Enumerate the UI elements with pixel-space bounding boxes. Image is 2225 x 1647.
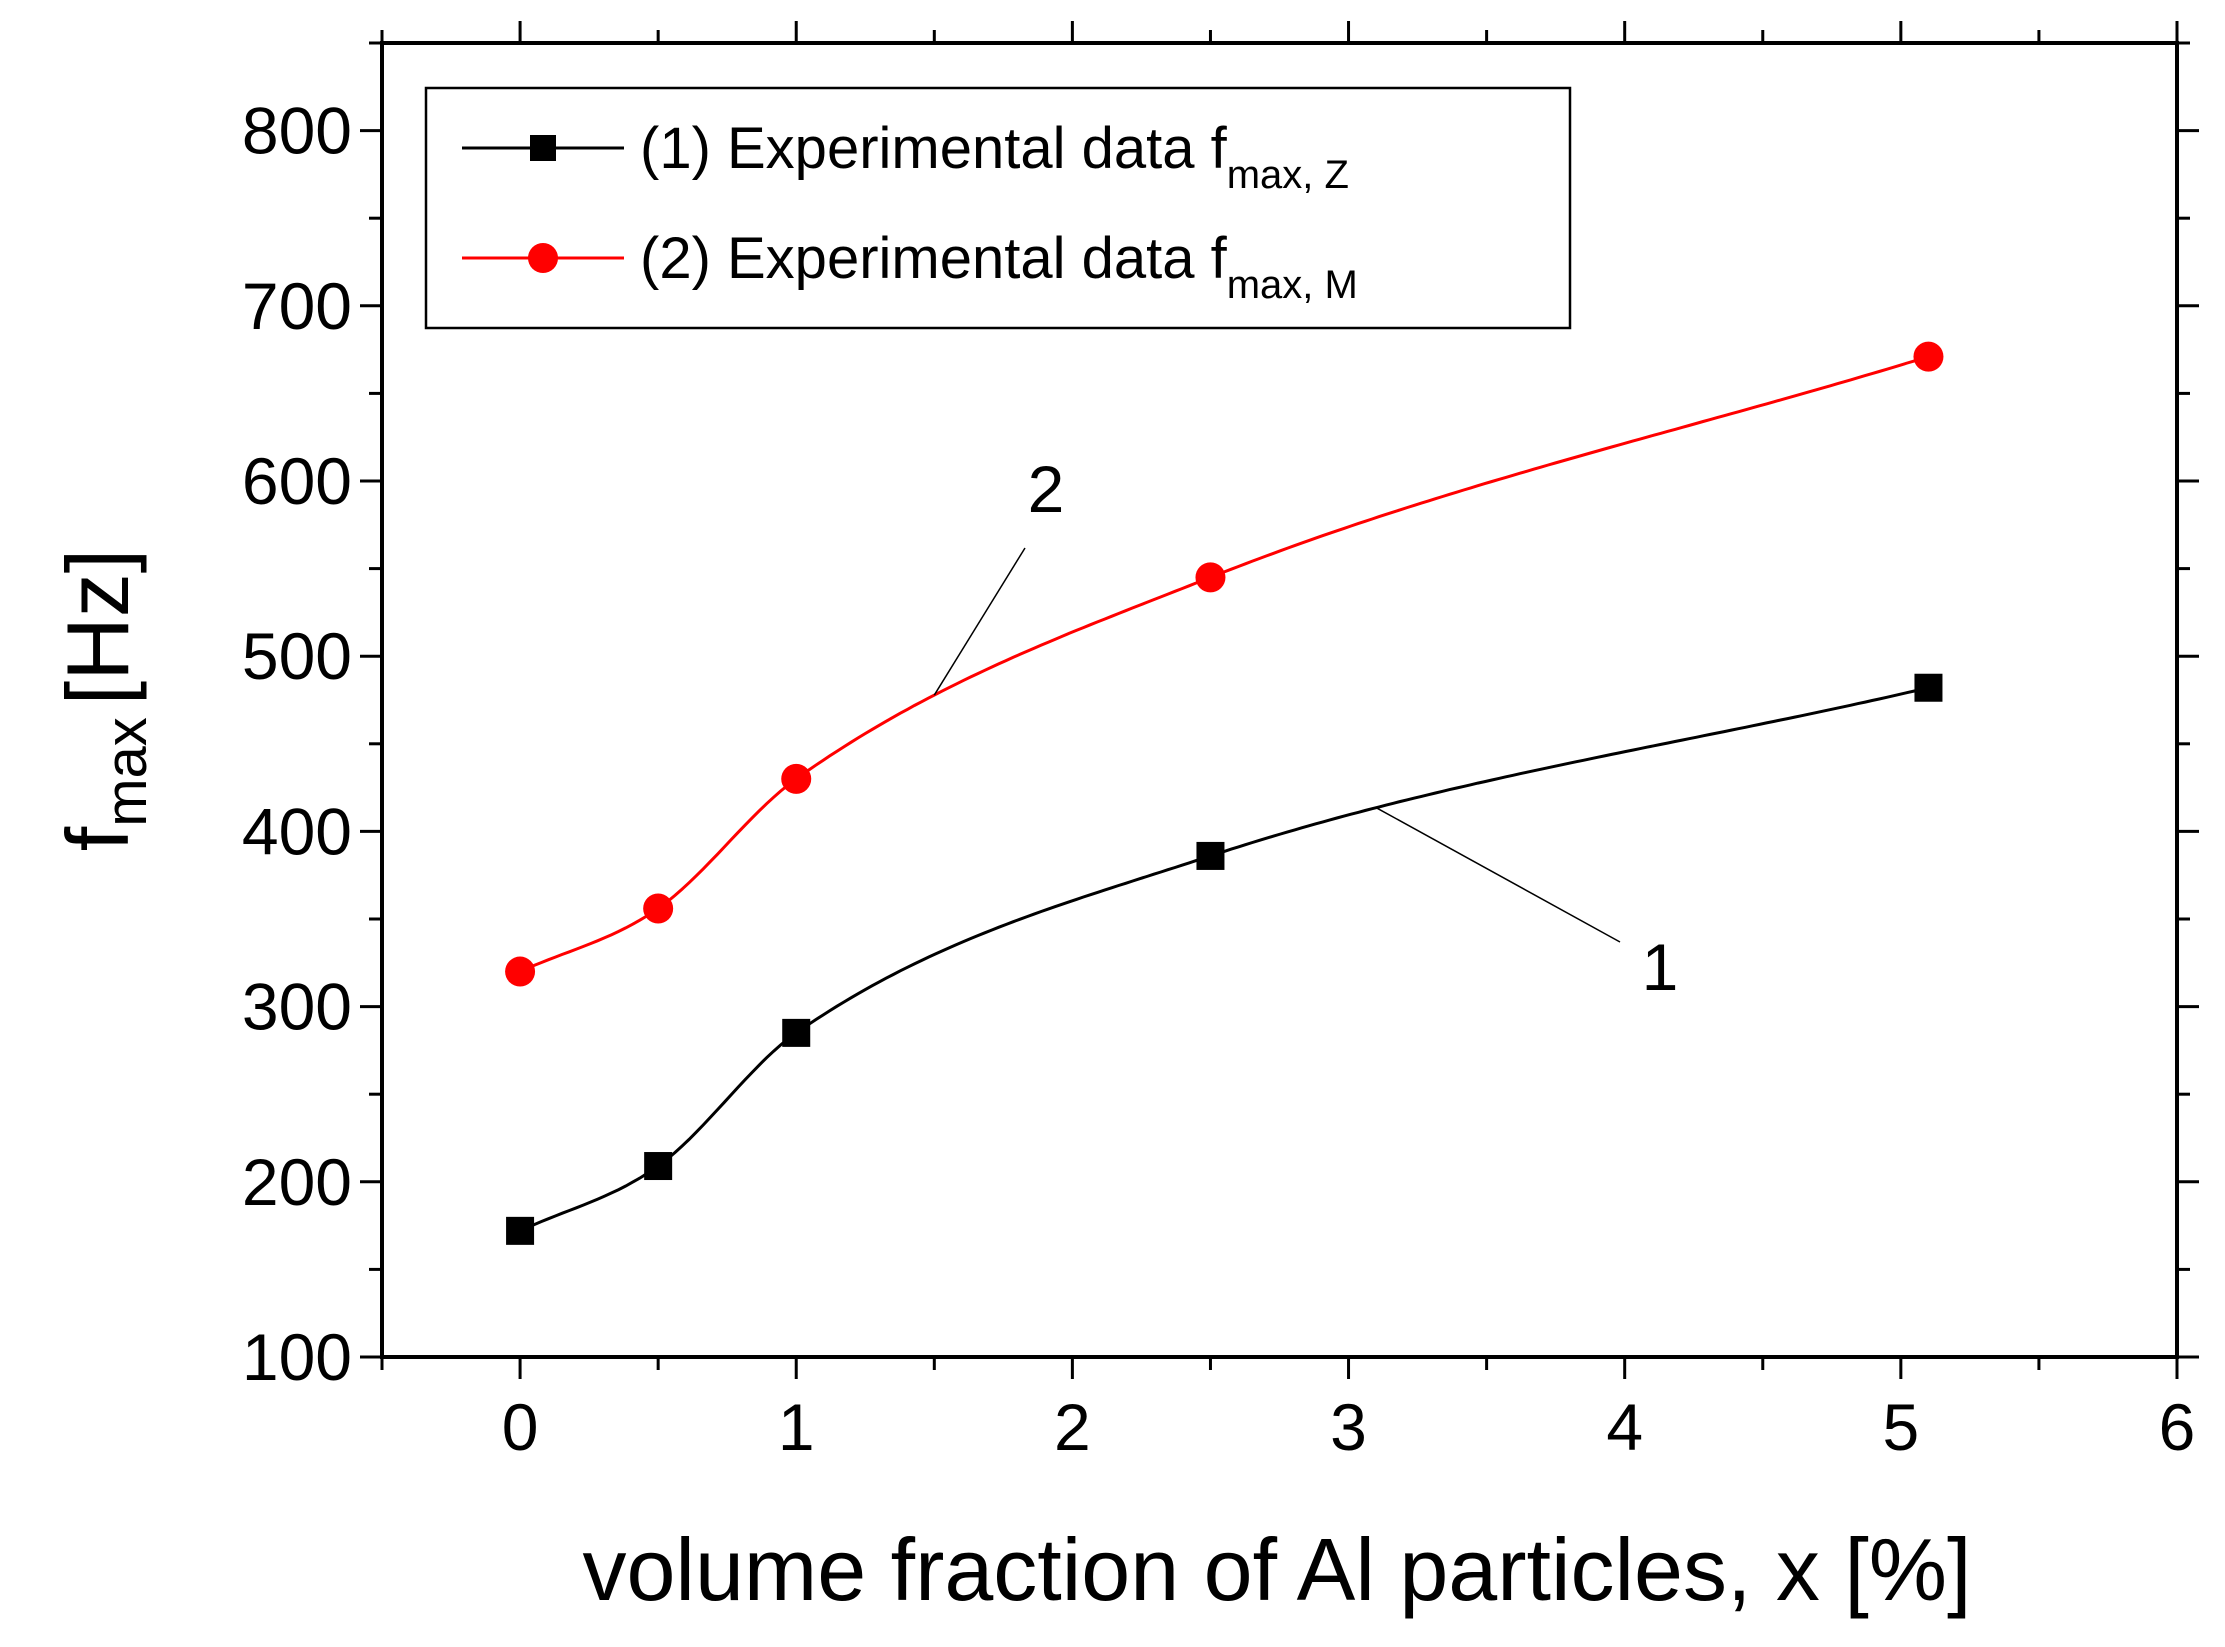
legend-label-1: (1) Experimental data f [640, 116, 1228, 181]
x-tick-label: 3 [1330, 1390, 1367, 1464]
x-tick-label: 6 [2159, 1390, 2196, 1464]
legend-marker-square-icon [530, 135, 556, 161]
y-axis-title-sub: max [94, 717, 159, 827]
y-axis-title-unit: [Hz] [48, 549, 147, 705]
data-point-series-1 [1196, 841, 1225, 870]
x-tick-label: 2 [1054, 1390, 1091, 1464]
y-tick-label: 800 [242, 94, 352, 168]
data-point-series-1 [782, 1018, 811, 1047]
y-tick-label: 700 [242, 269, 352, 343]
y-tick-label: 600 [242, 444, 352, 518]
fit-curve-2 [519, 355, 1929, 973]
x-axis-title: volume fraction of Al particles, x [%] [582, 1520, 1971, 1619]
fit-curve-1 [519, 686, 1929, 1233]
y-axis-title-main: f [48, 826, 147, 851]
legend-label-2: (2) Experimental data f [640, 226, 1228, 291]
legend-label-2-sub: max, M [1227, 263, 1358, 307]
svg-text:(1) Experimental data fmax, Z: (1) Experimental data fmax, Z [640, 116, 1349, 197]
data-point-series-2 [505, 956, 536, 987]
data-markers [505, 341, 1944, 1245]
data-point-series-1 [1914, 673, 1943, 702]
legend-box [424, 86, 1572, 330]
y-tick-label: 400 [242, 794, 352, 868]
curve-1-leader-line [1375, 806, 1621, 943]
svg-text:fmax[Hz]: fmax [Hz] [48, 549, 159, 851]
legend-entry-1: (1) Experimental data fmax, Z [462, 116, 1349, 197]
curve-1-label: 1 [1642, 930, 1679, 1004]
data-point-series-2 [1913, 341, 1944, 372]
data-point-series-1 [506, 1216, 535, 1245]
curve-2-label: 2 [1028, 452, 1065, 526]
x-tick-label: 1 [778, 1390, 815, 1464]
data-point-series-2 [781, 763, 812, 794]
legend-entry-2: (2) Experimental data fmax, M [462, 226, 1358, 307]
legend: (1) Experimental data fmax, Z (2) Experi… [424, 86, 1572, 330]
data-point-series-2 [643, 893, 674, 924]
svg-text:(2) Experimental data fmax, M: (2) Experimental data fmax, M [640, 226, 1358, 307]
y-tick-label: 500 [242, 619, 352, 693]
y-tick-label: 100 [242, 1320, 352, 1394]
data-point-series-1 [644, 1152, 673, 1181]
legend-marker-circle-icon [528, 243, 558, 273]
data-point-series-2 [1195, 562, 1226, 593]
fit-curves [519, 355, 1929, 1233]
y-axis-title: fmax [Hz] [48, 549, 159, 851]
curve-annotations: 12 [933, 452, 1679, 1004]
x-tick-label: 5 [1882, 1390, 1919, 1464]
legend-label-1-sub: max, Z [1227, 153, 1349, 197]
x-tick-label: 0 [502, 1390, 539, 1464]
plot-frame [380, 41, 2179, 1359]
x-tick-label: 4 [1606, 1390, 1643, 1464]
y-tick-label: 300 [242, 970, 352, 1044]
y-tick-label: 200 [242, 1145, 352, 1219]
curve-2-leader-line [933, 547, 1026, 696]
